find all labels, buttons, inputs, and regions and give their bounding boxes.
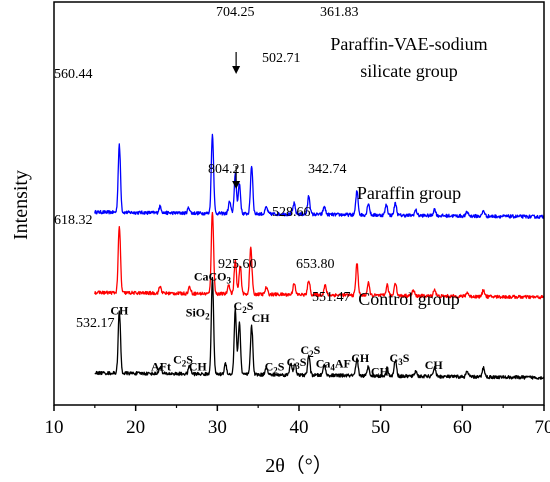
peak-arrowhead: [232, 66, 241, 74]
x-tick-label: 30: [208, 417, 227, 438]
phase-label: C2S: [234, 299, 254, 315]
series-name-label: silicate group: [360, 61, 457, 81]
peak-value-label: 925.60: [218, 257, 257, 272]
series-name-label: Paraffin group: [357, 183, 461, 203]
peak-value-label: 653.80: [296, 257, 335, 272]
x-tick-label: 60: [453, 417, 472, 438]
phase-label: CaCO3: [194, 269, 232, 285]
series-line: [94, 133, 545, 220]
x-tick-label: 70: [535, 417, 550, 438]
peak-value-label: 618.32: [54, 213, 93, 228]
series-name-label: Paraffin-VAE-sodium: [330, 34, 487, 54]
phase-label: C2S: [301, 343, 321, 359]
peak-value-label: 361.83: [320, 5, 359, 20]
x-axis: 10 20 30 40 50 60 70: [45, 405, 550, 438]
peak-value-label: 342.74: [308, 162, 347, 177]
peak-value-label: 532.17: [76, 316, 115, 331]
y-axis-title: Intensity: [10, 170, 32, 240]
peak-value-label: 551.47: [312, 290, 351, 305]
label-layer: Paraffin-VAE-sodium silicate group 560.44 7…: [54, 5, 488, 379]
x-tick-label: 40: [290, 417, 309, 438]
peak-value-label: 502.71: [262, 51, 301, 66]
phase-label: CH: [371, 365, 390, 379]
phase-label: CH: [189, 359, 208, 373]
x-tick-label: 10: [45, 417, 64, 438]
phase-label: C3S: [390, 351, 410, 367]
phase-label: C2S: [173, 353, 193, 369]
x-tick-label: 50: [371, 417, 390, 438]
phase-label: C2S: [265, 359, 285, 375]
phase-label: CH: [110, 304, 129, 318]
phase-label: AFt: [151, 359, 171, 373]
x-axis-title: 2θ（°）: [265, 454, 333, 477]
phase-label: CH: [425, 358, 444, 372]
phase-label: C3S: [287, 355, 307, 371]
phase-label: CH: [252, 311, 271, 325]
peak-value-label: 804.21: [208, 162, 247, 177]
peak-value-label: 560.44: [54, 67, 93, 82]
phase-label: Ca4AF: [316, 357, 351, 373]
series-name-label: Control group: [358, 289, 460, 309]
peak-arrowhead: [232, 181, 241, 189]
series-line: [94, 276, 545, 380]
peak-value-label: 528.66: [272, 205, 311, 220]
series-layer: [94, 133, 545, 380]
phase-label: SiO2: [186, 306, 210, 322]
phase-label: CH: [351, 351, 370, 365]
peak-value-label: 704.25: [216, 5, 255, 20]
x-tick-label: 20: [126, 417, 145, 438]
series-line: [94, 211, 545, 300]
